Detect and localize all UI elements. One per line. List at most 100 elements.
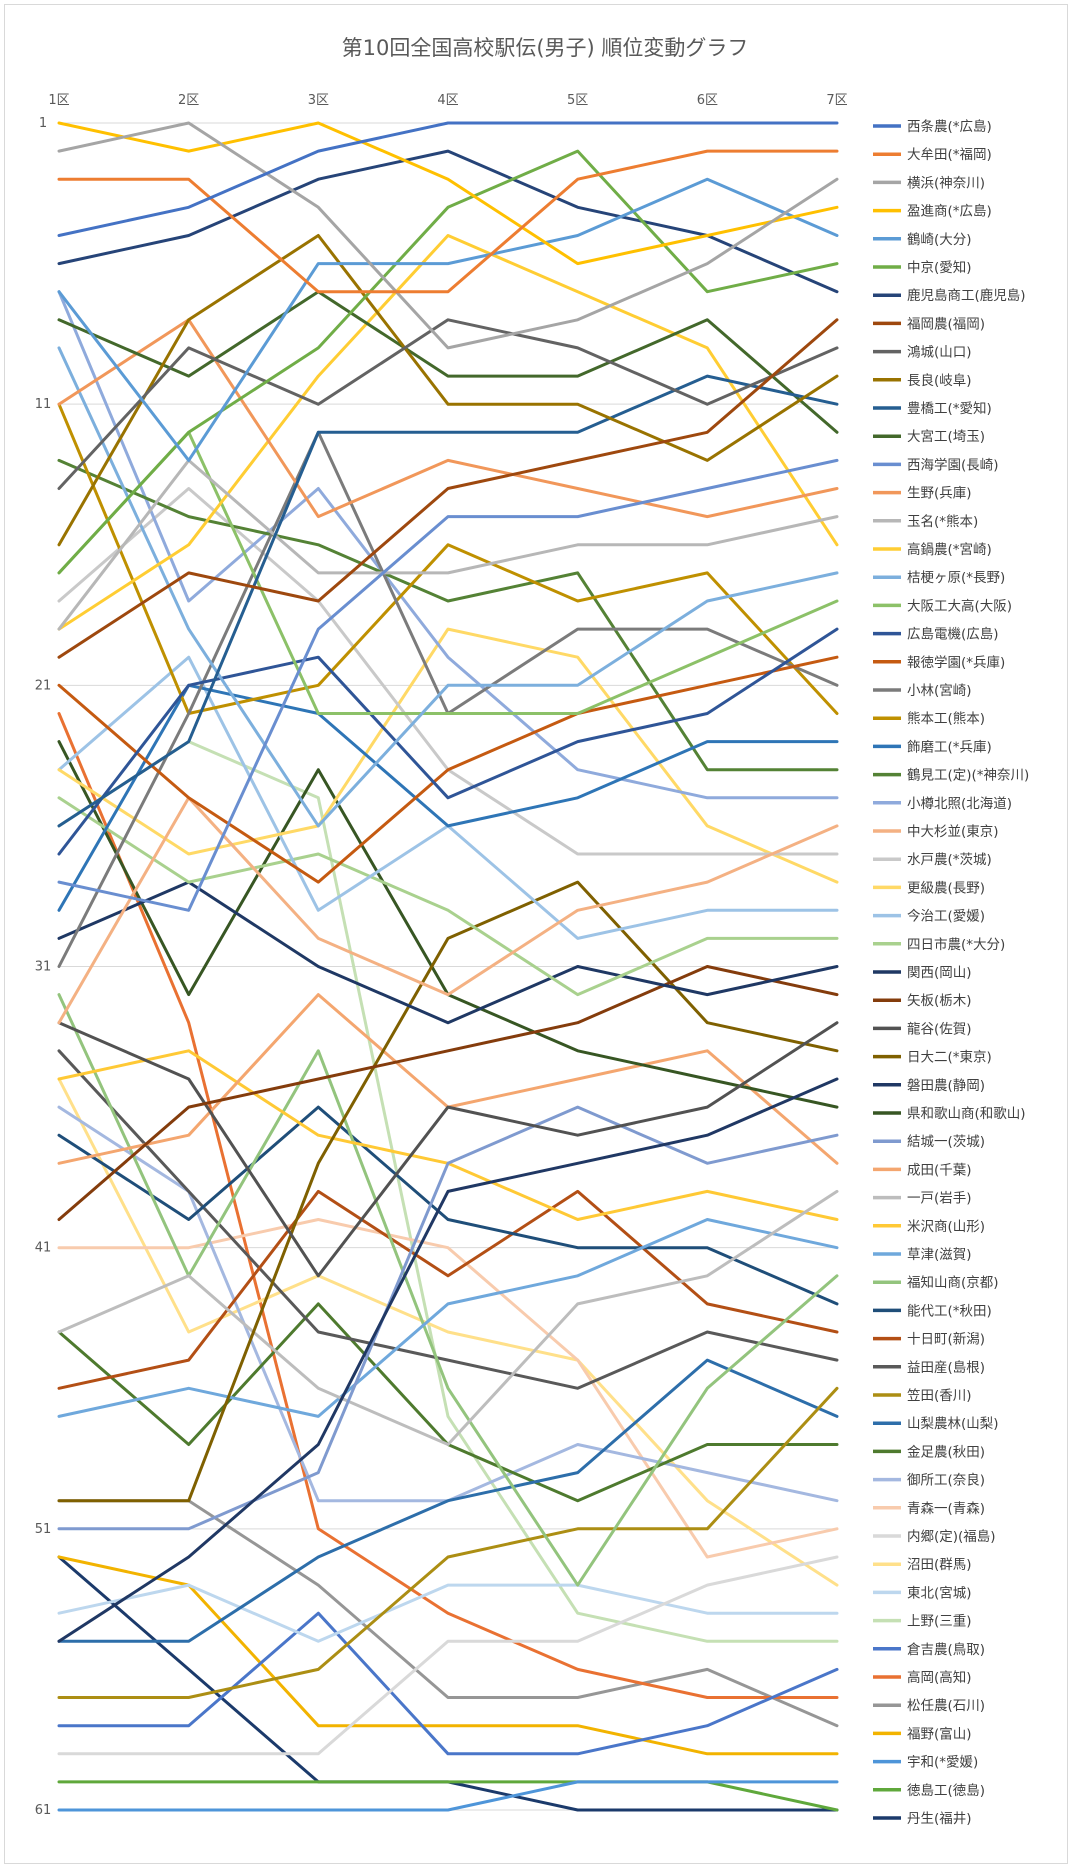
- legend-item: 玉名(*熊本): [873, 514, 978, 530]
- series-line: [57, 796, 839, 997]
- x-tick-label: 6区: [697, 93, 718, 108]
- series-line: [57, 655, 839, 884]
- legend-label: 中大杉並(東京): [907, 824, 999, 840]
- series-line: [57, 965, 839, 1221]
- series-line: [57, 458, 839, 772]
- legend-item: 高鍋農(*宮崎): [873, 541, 992, 558]
- legend-label: 西海学園(長崎): [907, 457, 999, 473]
- legend-item: 益田産(島根): [873, 1360, 985, 1376]
- series-line: [57, 149, 839, 294]
- series-line: [57, 1049, 839, 1390]
- legend-item: 山梨農林(山梨): [873, 1416, 999, 1432]
- legend-label: 高鍋農(*宮崎): [907, 541, 992, 558]
- legend-label: 山梨農林(山梨): [907, 1416, 999, 1432]
- legend-label: 日大二(*東京): [907, 1050, 992, 1066]
- legend-item: 成田(千葉): [873, 1162, 972, 1178]
- series-line: [57, 318, 839, 659]
- legend-label: 御所工(奈良): [907, 1473, 985, 1489]
- legend-label: 大阪工大高(大阪): [907, 597, 1012, 614]
- y-tick-label: 41: [35, 1241, 52, 1256]
- legend-item: 高岡(高知): [873, 1669, 972, 1686]
- series-line: [57, 177, 839, 462]
- legend-label: 沼田(群馬): [907, 1557, 972, 1573]
- legend-label: 青森一(青森): [907, 1501, 985, 1517]
- series-line: [57, 1555, 839, 1812]
- series-line: [57, 149, 839, 294]
- series-line: [57, 234, 839, 547]
- legend-item: 青森一(青森): [873, 1501, 985, 1517]
- legend-item: 生野(兵庫): [873, 486, 972, 502]
- legend-item: 草津(滋賀): [873, 1247, 972, 1263]
- series-line: [57, 1105, 839, 1531]
- legend-label: 熊本工(熊本): [907, 711, 985, 727]
- legend-label: 大宮工(埼玉): [907, 429, 985, 445]
- y-tick-label: 61: [35, 1803, 52, 1818]
- series-line: [57, 1386, 839, 1699]
- series-line: [57, 1077, 839, 1643]
- legend-item: 更級農(長野): [873, 880, 985, 896]
- legend-label: 報徳学園(*兵庫): [907, 655, 1005, 671]
- series-line: [57, 1189, 839, 1446]
- legend-item: 磐田農(静岡): [873, 1078, 985, 1094]
- legend-item: 十日町(新潟): [873, 1332, 985, 1348]
- legend-label: 玉名(*熊本): [907, 514, 978, 530]
- series-line: [57, 290, 839, 434]
- legend-label: 盈進商(*広島): [907, 204, 992, 220]
- y-tick-label: 51: [35, 1522, 52, 1537]
- x-tick-label: 2区: [178, 93, 199, 108]
- series-line: [57, 1611, 839, 1756]
- legend-label: 松任農(石川): [907, 1698, 985, 1714]
- legend-item: 鹿児島商工(鹿児島): [873, 287, 1026, 304]
- legend-item: 桔梗ヶ原(*長野): [873, 570, 1005, 586]
- legend-label: 成田(千葉): [907, 1162, 972, 1178]
- series-lines: [57, 121, 839, 1812]
- legend-label: 磐田農(静岡): [907, 1078, 985, 1094]
- series-line: [57, 1555, 839, 1756]
- legend-item: 小林(宮崎): [873, 683, 972, 699]
- legend-label: 益田産(島根): [907, 1360, 985, 1376]
- legend-item: 丹生(福井): [873, 1811, 972, 1827]
- series-line: [57, 880, 839, 1025]
- legend-item: 大牟田(*福岡): [873, 147, 992, 163]
- legend-label: 福岡農(福岡): [907, 316, 985, 332]
- legend-label: 能代工(*秋田): [907, 1303, 992, 1319]
- legend-label: 飾磨工(*兵庫): [907, 739, 992, 755]
- legend-label: 東北(宮城): [907, 1585, 972, 1601]
- legend-item: 徳島工(徳島): [873, 1783, 985, 1799]
- legend-item: 広島電機(広島): [873, 627, 999, 643]
- legend-item: 福知山商(京都): [873, 1274, 999, 1291]
- legend-label: 水戸農(*茨城): [907, 852, 992, 868]
- series-line: [57, 458, 839, 912]
- legend-label: 丹生(福井): [907, 1811, 972, 1827]
- series-line: [57, 149, 839, 575]
- legend-label: 県和歌山商(和歌山): [907, 1106, 1026, 1122]
- legend-label: 中京(愛知): [907, 259, 972, 276]
- legend-label: 広島電機(広島): [907, 627, 999, 643]
- legend-label: 内郷(定)(福島): [907, 1529, 996, 1545]
- series-line: [57, 234, 839, 631]
- legend-label: 今治工(愛媛): [907, 909, 985, 925]
- legend-item: 盈進商(*広島): [873, 204, 992, 220]
- chart-frame: 第10回全国高校駅伝(男子) 順位変動グラフ 1 11 21 31 41 51 61 1区 2…: [4, 4, 1068, 1864]
- series-line: [57, 1218, 839, 1418]
- series-line: [57, 1583, 839, 1643]
- legend-item: 中京(愛知): [873, 259, 972, 276]
- legend-item: 能代工(*秋田): [873, 1303, 992, 1319]
- legend-item: 四日市農(*大分): [873, 936, 1005, 953]
- legend-label: 鶴崎(大分): [907, 231, 972, 248]
- legend-label: 矢板(栃木): [907, 993, 972, 1009]
- series-line: [57, 1780, 839, 1812]
- x-tick-label: 7区: [826, 93, 847, 108]
- legend-item: 龍谷(佐賀): [873, 1020, 972, 1037]
- legend-item: 鶴見工(定)(*神奈川): [873, 767, 1029, 784]
- legend-item: 大宮工(埼玉): [873, 429, 985, 445]
- legend-label: 西条農(*広島): [907, 118, 992, 135]
- legend-item: 結城一(茨城): [873, 1134, 985, 1150]
- series-line: [57, 1105, 839, 1306]
- legend-item: 大阪工大高(大阪): [873, 597, 1012, 614]
- y-tick-label: 21: [35, 678, 52, 693]
- legend-item: 一戸(岩手): [873, 1191, 972, 1207]
- legend-label: 一戸(岩手): [907, 1191, 972, 1207]
- legend-label: 四日市農(*大分): [907, 936, 1005, 953]
